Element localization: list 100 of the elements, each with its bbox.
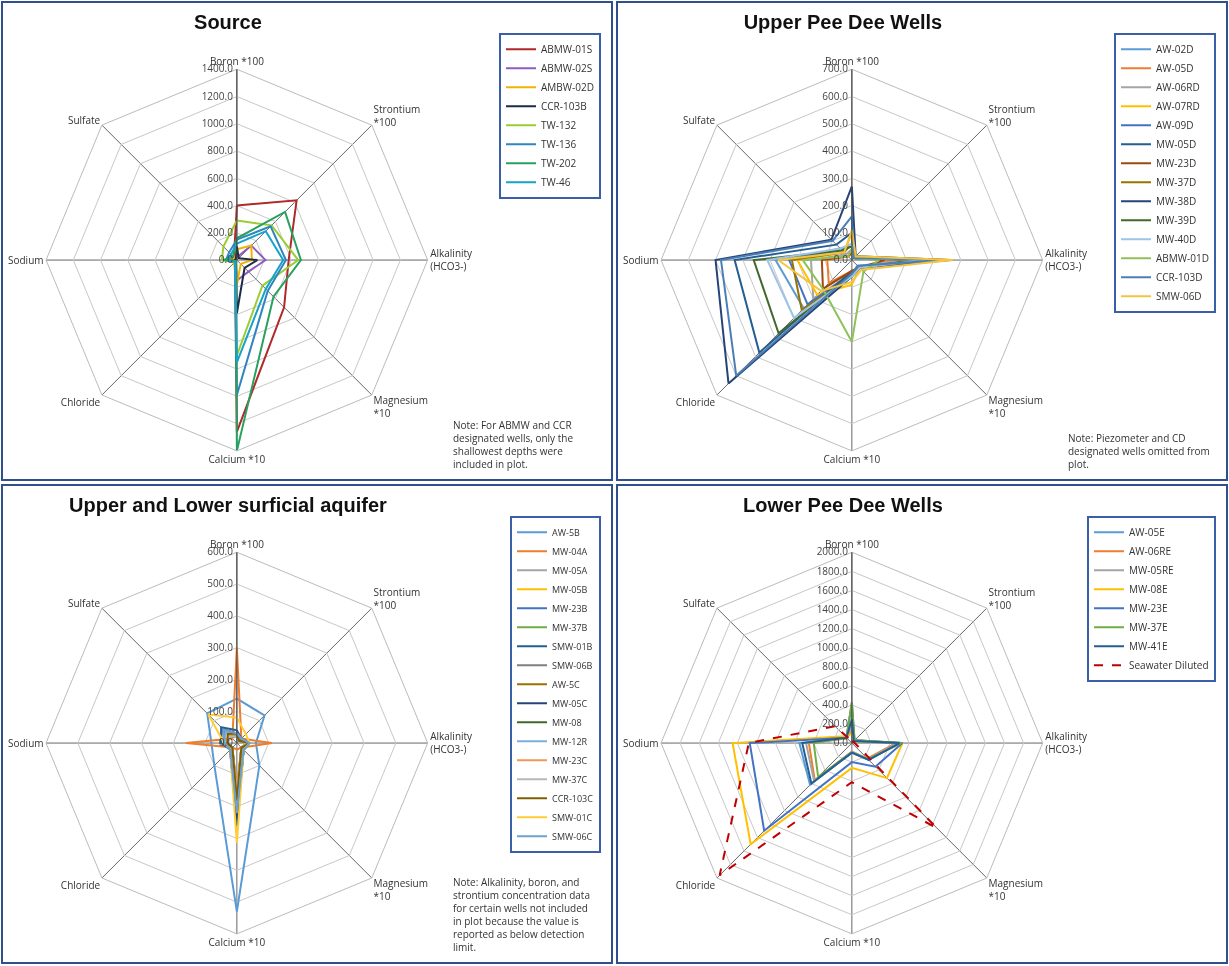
y-tick-label: 1000.0 — [816, 639, 849, 654]
legend-label: SMW-06B — [552, 658, 593, 672]
y-tick-label: 800.0 — [207, 143, 234, 158]
legend-label: TW-136 — [541, 137, 577, 152]
y-tick-label: 400.0 — [822, 697, 849, 712]
spoke-label: Sodium — [622, 735, 659, 750]
legend-label: MW-37E — [1129, 620, 1168, 635]
y-tick-label: 1600.0 — [816, 582, 849, 597]
chart-title: Upper Pee Dee Wells — [743, 10, 943, 33]
legend-label: CCR-103B — [541, 99, 587, 114]
y-tick-label: 400.0 — [207, 608, 234, 623]
legend-label: AW-06RE — [1129, 544, 1171, 559]
legend-label: MW-23E — [1129, 601, 1168, 616]
spoke-label: Calcium *10 — [208, 452, 266, 467]
legend-label: MW-39D — [1156, 213, 1197, 228]
spoke-label: Calcium *10 — [823, 452, 881, 467]
y-tick-label: 400.0 — [822, 143, 849, 158]
spoke-label: Strontium *100 — [988, 585, 1036, 613]
legend-label: MW-04A — [552, 544, 588, 558]
y-tick-label: 600.0 — [207, 170, 234, 185]
legend-label: MW-08 — [552, 715, 582, 729]
legend-label: SMW-06D — [1156, 289, 1202, 304]
legend-label: ABMW-01S — [541, 42, 593, 57]
legend-label: MW-40D — [1156, 232, 1197, 247]
legend-label: MW-23C — [552, 753, 588, 767]
y-tick-label: 1200.0 — [201, 88, 234, 103]
y-tick-label: 500.0 — [822, 116, 849, 131]
chart-title: Lower Pee Dee Wells — [743, 493, 943, 516]
spoke-label: Alkalinity (HCO3-) — [430, 729, 474, 757]
legend-label: AW-02D — [1156, 42, 1194, 57]
legend-label: MW-37C — [552, 772, 588, 786]
chart-title: Upper and Lower surficial aquifer — [69, 493, 388, 516]
y-tick-label: 200.0 — [207, 671, 234, 686]
spoke-label: Alkalinity (HCO3-) — [430, 246, 474, 274]
y-tick-label: 1800.0 — [816, 563, 849, 578]
legend-label: SMW-01B — [552, 639, 593, 653]
legend-label: AMBW-02D — [541, 80, 594, 95]
legend-label: MW-23D — [1156, 156, 1197, 171]
y-tick-label: 500.0 — [207, 576, 234, 591]
spoke-label: Alkalinity (HCO3-) — [1045, 246, 1089, 274]
y-tick-label: 600.0 — [822, 678, 849, 693]
legend-label: AW-5B — [552, 525, 581, 539]
spoke-label: Sodium — [7, 252, 44, 267]
spoke-label: Chloride — [60, 395, 101, 410]
legend-label: AW-5C — [552, 677, 581, 691]
text: Note: Piezometer and CD designated wells omitted from plot. — [1068, 431, 1210, 471]
legend-label: MW-12R — [552, 734, 588, 748]
legend-label: MW-05RE — [1129, 563, 1174, 578]
legend-label: MW-41E — [1129, 639, 1168, 654]
legend-label: TW-46 — [541, 175, 571, 190]
legend-label: AW-05E — [1129, 525, 1165, 540]
spoke-label: Sulfate — [67, 596, 101, 611]
spoke-label: Strontium *100 — [373, 585, 421, 613]
legend-label: SMW-01C — [552, 810, 593, 824]
legend-label: TW-132 — [541, 118, 577, 133]
text: Note: For ABMW and CCR designated wells, only the shallowest depths were included in plot. — [453, 418, 574, 471]
y-tick-label: 0.0 — [833, 735, 849, 750]
spoke-label: Magnesium *10 — [373, 876, 428, 904]
spoke-label: Calcium *10 — [208, 935, 266, 950]
spoke-label: Chloride — [675, 395, 716, 410]
y-tick-label: 100.0 — [207, 703, 234, 718]
spoke-label: Sulfate — [682, 113, 716, 128]
y-tick-label: 300.0 — [822, 170, 849, 185]
legend-label: MW-05A — [552, 563, 588, 577]
legend-label: AW-05D — [1156, 61, 1194, 76]
legend-label: AW-06RD — [1156, 80, 1200, 95]
y-tick-label: 800.0 — [822, 658, 849, 673]
text: Note: Alkalinity, boron, and strontium concentration data for certain wells not included in plot because the value is reported as below detection limit. — [453, 875, 590, 954]
spoke-label: Chloride — [675, 878, 716, 893]
y-tick-label: 1000.0 — [201, 116, 234, 131]
chart-title: Source — [194, 10, 262, 33]
y-tick-label: 0.0 — [218, 252, 234, 267]
y-tick-label: 1400.0 — [816, 601, 849, 616]
legend-label: CCR-103C — [552, 791, 594, 805]
spoke-label: Magnesium *10 — [373, 393, 428, 421]
spoke-label: Alkalinity (HCO3-) — [1045, 729, 1089, 757]
legend-label: AW-09D — [1156, 118, 1194, 133]
spoke-label: Strontium *100 — [988, 102, 1036, 130]
spoke-label: Sulfate — [67, 113, 101, 128]
legend-label: ABMW-01D — [1156, 251, 1209, 266]
legend-label: SMW-06C — [552, 829, 593, 843]
legend-label: AW-07RD — [1156, 99, 1200, 114]
spoke-label: Magnesium *10 — [988, 393, 1043, 421]
y-tick-label: 400.0 — [207, 197, 234, 212]
legend-label: MW-08E — [1129, 582, 1168, 597]
legend-label: TW-202 — [541, 156, 577, 171]
spoke-label: Strontium *100 — [373, 102, 421, 130]
legend-label: Seawater Diluted — [1129, 658, 1209, 673]
spoke-label: Sulfate — [682, 596, 716, 611]
y-tick-label: 1200.0 — [816, 620, 849, 635]
legend-label: ABMW-02S — [541, 61, 593, 76]
legend-label: MW-05B — [552, 582, 588, 596]
spoke-label: Sodium — [7, 735, 44, 750]
legend-label: MW-05D — [1156, 137, 1197, 152]
y-tick-label: 300.0 — [207, 639, 234, 654]
y-tick-label: 600.0 — [822, 88, 849, 103]
spoke-label: Calcium *10 — [823, 935, 881, 950]
legend-label: MW-23B — [552, 601, 588, 615]
spoke-label: Magnesium *10 — [988, 876, 1043, 904]
legend-label: MW-05C — [552, 696, 588, 710]
